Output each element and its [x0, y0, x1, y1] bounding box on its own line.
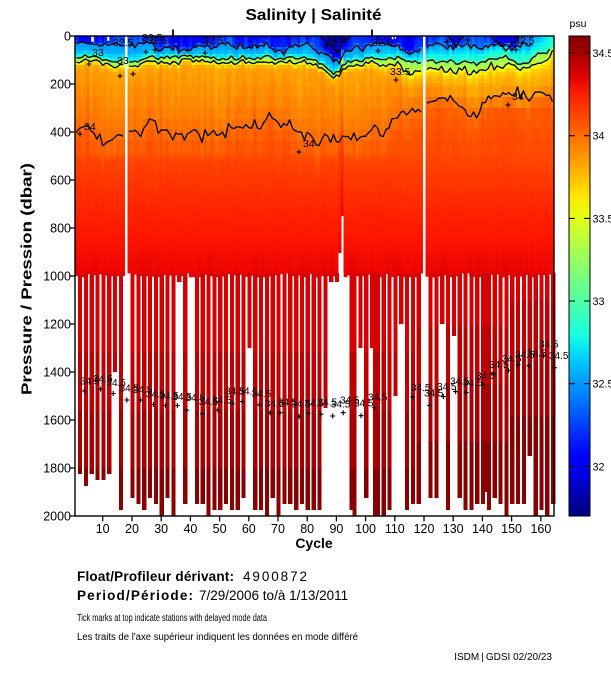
- svg-text:33: 33: [593, 296, 605, 308]
- svg-text:30: 30: [154, 522, 168, 536]
- svg-text:20: 20: [125, 522, 139, 536]
- svg-text:33.5: 33.5: [593, 213, 611, 225]
- svg-text:1400: 1400: [43, 365, 71, 379]
- svg-text:32.5: 32.5: [514, 35, 535, 47]
- svg-text:psu: psu: [570, 18, 587, 30]
- svg-text:4900872: 4900872: [243, 569, 307, 584]
- svg-text:34: 34: [303, 138, 315, 150]
- svg-text:1600: 1600: [43, 413, 71, 427]
- svg-text:200: 200: [50, 77, 71, 91]
- svg-text:Float/Profileur dérivant:: Float/Profileur dérivant:: [77, 569, 234, 584]
- svg-text:70: 70: [271, 522, 285, 536]
- svg-text:150: 150: [501, 522, 522, 536]
- svg-text:34.5: 34.5: [593, 48, 611, 60]
- svg-text:1800: 1800: [43, 461, 71, 475]
- svg-text:130: 130: [443, 522, 464, 536]
- svg-text:32.5: 32.5: [593, 379, 611, 391]
- svg-text:34.5: 34.5: [549, 351, 569, 362]
- svg-text:34: 34: [84, 121, 96, 133]
- svg-text:33.5: 33.5: [390, 66, 411, 78]
- svg-text:1200: 1200: [43, 317, 71, 331]
- svg-text:34.5: 34.5: [539, 340, 559, 351]
- svg-text:7/29/2006 to/à 1/13/2011: 7/29/2006 to/à 1/13/2011: [199, 588, 348, 603]
- svg-text:1000: 1000: [43, 269, 71, 283]
- svg-text:140: 140: [472, 522, 493, 536]
- svg-text:100: 100: [355, 522, 376, 536]
- svg-text:Pressure / Pression (dbar): Pressure / Pression (dbar): [20, 163, 36, 395]
- svg-text:32.5: 32.5: [372, 37, 393, 49]
- svg-text:33.5: 33.5: [142, 32, 163, 44]
- svg-text:90: 90: [329, 522, 343, 536]
- svg-text:110: 110: [385, 522, 405, 536]
- svg-text:34.5: 34.5: [368, 393, 388, 404]
- svg-text:160: 160: [530, 522, 551, 536]
- svg-text:32.5: 32.5: [113, 37, 134, 49]
- svg-text:Period/Période:: Period/Période:: [77, 588, 193, 603]
- svg-text:800: 800: [50, 221, 71, 235]
- svg-text:33: 33: [92, 47, 104, 59]
- svg-text:40: 40: [183, 522, 197, 536]
- svg-text:34: 34: [512, 91, 524, 103]
- svg-text:Les traits de l'axe supérieur: Les traits de l'axe supérieur indiquent …: [77, 632, 358, 643]
- svg-text:33: 33: [117, 55, 129, 67]
- svg-text:10: 10: [96, 522, 110, 536]
- svg-text:600: 600: [50, 173, 71, 187]
- svg-text:Tick marks at top indicate sta: Tick marks at top indicate stations with…: [77, 613, 267, 624]
- svg-text:Salinity | Salinité: Salinity | Salinité: [246, 7, 382, 24]
- svg-text:60: 60: [242, 522, 256, 536]
- svg-text:50: 50: [213, 522, 227, 536]
- svg-text:32: 32: [593, 461, 605, 473]
- svg-text:34.5: 34.5: [476, 371, 496, 382]
- svg-text:120: 120: [414, 522, 435, 536]
- svg-text:Cycle: Cycle: [295, 535, 333, 551]
- svg-text:80: 80: [300, 522, 314, 536]
- svg-text:34: 34: [593, 131, 605, 143]
- svg-text:32.5: 32.5: [203, 35, 224, 47]
- svg-text:ISDM | GDSI 02/20/23: ISDM | GDSI 02/20/23: [454, 652, 552, 663]
- svg-text:2000: 2000: [43, 509, 71, 523]
- svg-text:400: 400: [50, 125, 71, 139]
